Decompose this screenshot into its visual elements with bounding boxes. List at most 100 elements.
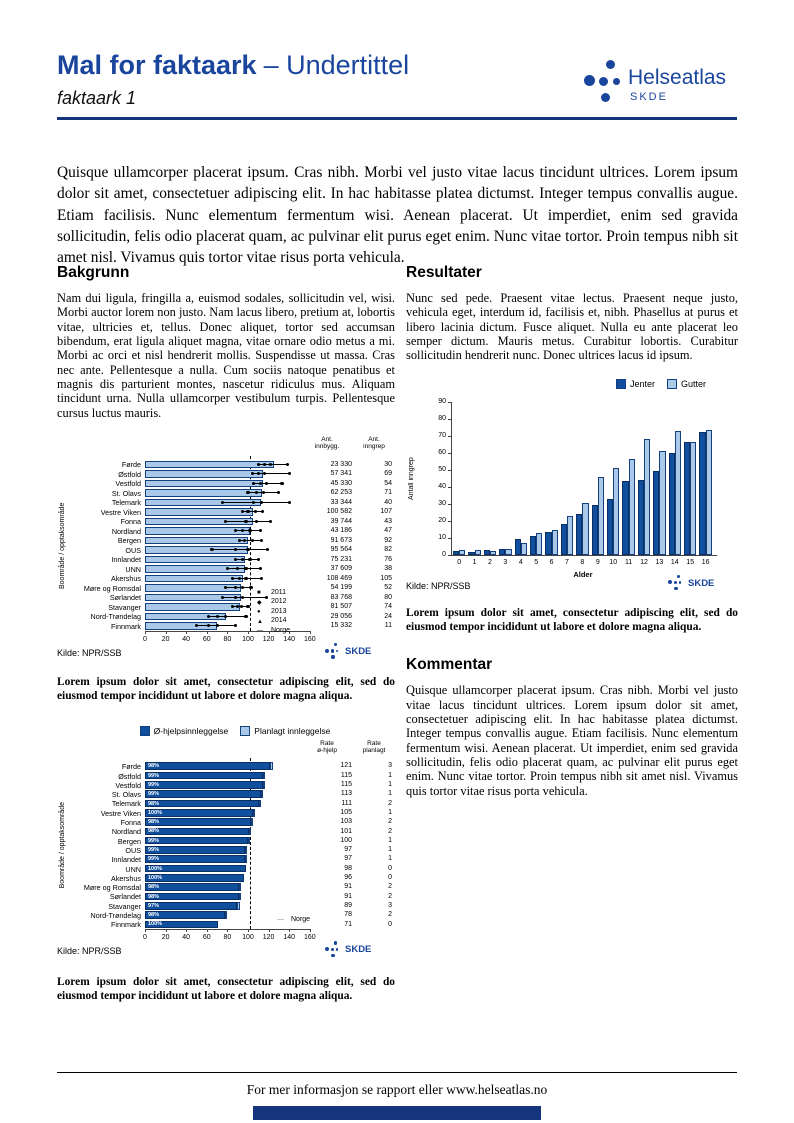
category-label: St. Olavs (111, 488, 141, 498)
bar-gutter (459, 549, 466, 555)
col-header-rate-ohjelp: Rate ø-hjelp (317, 739, 337, 755)
skde-logo-dot-icon (330, 947, 334, 951)
legend-label: 2012 (271, 598, 287, 606)
value-inngrep: 52 (384, 584, 392, 592)
year-marker (230, 576, 235, 580)
value-innbygg: 39 744 (330, 517, 352, 525)
year-marker (234, 557, 238, 561)
value-rate-planlagt: 2 (388, 827, 392, 835)
category-label: Østfold (118, 771, 141, 781)
x-axis-tick-label: 20 (161, 934, 170, 942)
value-inngrep: 107 (380, 508, 392, 516)
page-title: Mal for faktaark – Undertittel (57, 50, 409, 81)
year-marker (248, 557, 252, 561)
y-axis-tick (448, 520, 451, 522)
col-header-inngrep: Ant. inngrep (363, 435, 385, 451)
year-marker (215, 614, 219, 618)
legend-swatch (139, 725, 150, 736)
y-axis-tick (448, 452, 451, 454)
year-marker (234, 586, 238, 590)
value-inngrep: 71 (384, 489, 392, 497)
year-marker (258, 529, 262, 533)
y-axis-tick-label: 30 (438, 499, 446, 507)
bar-percent-label: 98% (148, 763, 160, 770)
legend-marker-icon: — (257, 628, 263, 635)
x-axis-tick-label: 16 (701, 558, 710, 566)
bar-percent-label: 98% (148, 819, 160, 826)
bar-gutter (613, 467, 620, 555)
year-marker (287, 500, 291, 504)
year-marker (241, 586, 245, 590)
year-marker (241, 529, 245, 533)
year-marker (250, 472, 254, 476)
marker-range-line (222, 501, 290, 503)
bar-planlagt (261, 790, 264, 798)
legend-item: Ø-hjelpsinnleggelse (139, 725, 229, 736)
bar-percent-label: 98% (148, 800, 160, 807)
year-marker (256, 462, 260, 466)
x-axis-tick (227, 630, 229, 634)
x-axis-tick-label: 15 (686, 558, 695, 566)
legend-marker-icon: ● (257, 609, 261, 616)
year-marker (246, 510, 250, 514)
marker-range-line (235, 558, 259, 560)
resultater-body: Nunc sed pede. Praesent vitae lectus. Pr… (406, 291, 738, 363)
y-axis-tick-label: 40 (438, 482, 446, 490)
norge-legend-label: Norge (291, 916, 311, 924)
bar-jenter (607, 498, 614, 555)
bar-gutter (474, 550, 481, 555)
legend-swatch (667, 378, 678, 389)
year-marker (265, 548, 270, 552)
bar-planlagt (236, 901, 240, 910)
category-label: Fonna (120, 517, 141, 527)
value-rate-planlagt: 2 (388, 818, 392, 826)
value-innbygg: 62 253 (330, 489, 352, 497)
x-axis-tick (145, 929, 146, 933)
resultater-heading: Resultater (406, 264, 482, 281)
bar-jenter (453, 551, 460, 555)
y-axis-tick (448, 537, 451, 539)
year-marker (250, 538, 254, 542)
bar-planlagt (253, 808, 256, 817)
bar-percent-label: 99% (148, 837, 160, 844)
bar (145, 603, 240, 611)
category-label: Innlandet (111, 555, 141, 565)
y-axis-tick (448, 554, 451, 556)
x-axis-tick-label: 9 (595, 558, 600, 566)
skde-logo-dot-icon (677, 574, 681, 579)
category-label: Bergen (117, 536, 141, 546)
value-rate-planlagt: 2 (388, 799, 392, 807)
bar-jenter (576, 513, 583, 555)
category-label: UNN (125, 864, 141, 874)
year-marker (234, 529, 238, 533)
year-marker (248, 529, 252, 533)
value-rate-planlagt: 2 (388, 883, 392, 891)
intro-paragraph: Quisque ullamcorper placerat ipsum. Cras… (57, 164, 738, 266)
category-label: Bergen (117, 836, 141, 846)
bar-percent-label: 99% (148, 791, 160, 798)
legend-item: Gutter (667, 378, 706, 389)
chart-legend: Jenter Gutter (616, 378, 706, 389)
legend-label: Ø-hjelpsinnleggelse (153, 725, 229, 736)
category-label: Innlandet (111, 855, 141, 865)
value-inngrep: 54 (384, 479, 392, 487)
bar-ohjelp (145, 901, 237, 910)
skde-logo-dot-icon (674, 587, 678, 591)
bar-percent-label: 97% (148, 902, 160, 909)
bar-ohjelp (145, 771, 264, 780)
bar-planlagt (244, 846, 247, 854)
bar-ohjelp (145, 864, 246, 873)
bar (145, 489, 263, 497)
x-axis-tick (289, 630, 291, 634)
year-marker (246, 548, 250, 552)
bar-percent-label: 100% (148, 921, 163, 928)
bar-gutter (551, 529, 558, 555)
category-label: Førde (121, 762, 141, 772)
category-label: Vestre Viken (100, 507, 141, 517)
x-axis-tick-label: 7 (565, 558, 569, 566)
value-rate-planlagt: 1 (388, 836, 392, 844)
x-axis-tick (248, 630, 249, 634)
y-axis-tick (448, 401, 451, 403)
value-innbygg: 57 341 (330, 470, 352, 478)
